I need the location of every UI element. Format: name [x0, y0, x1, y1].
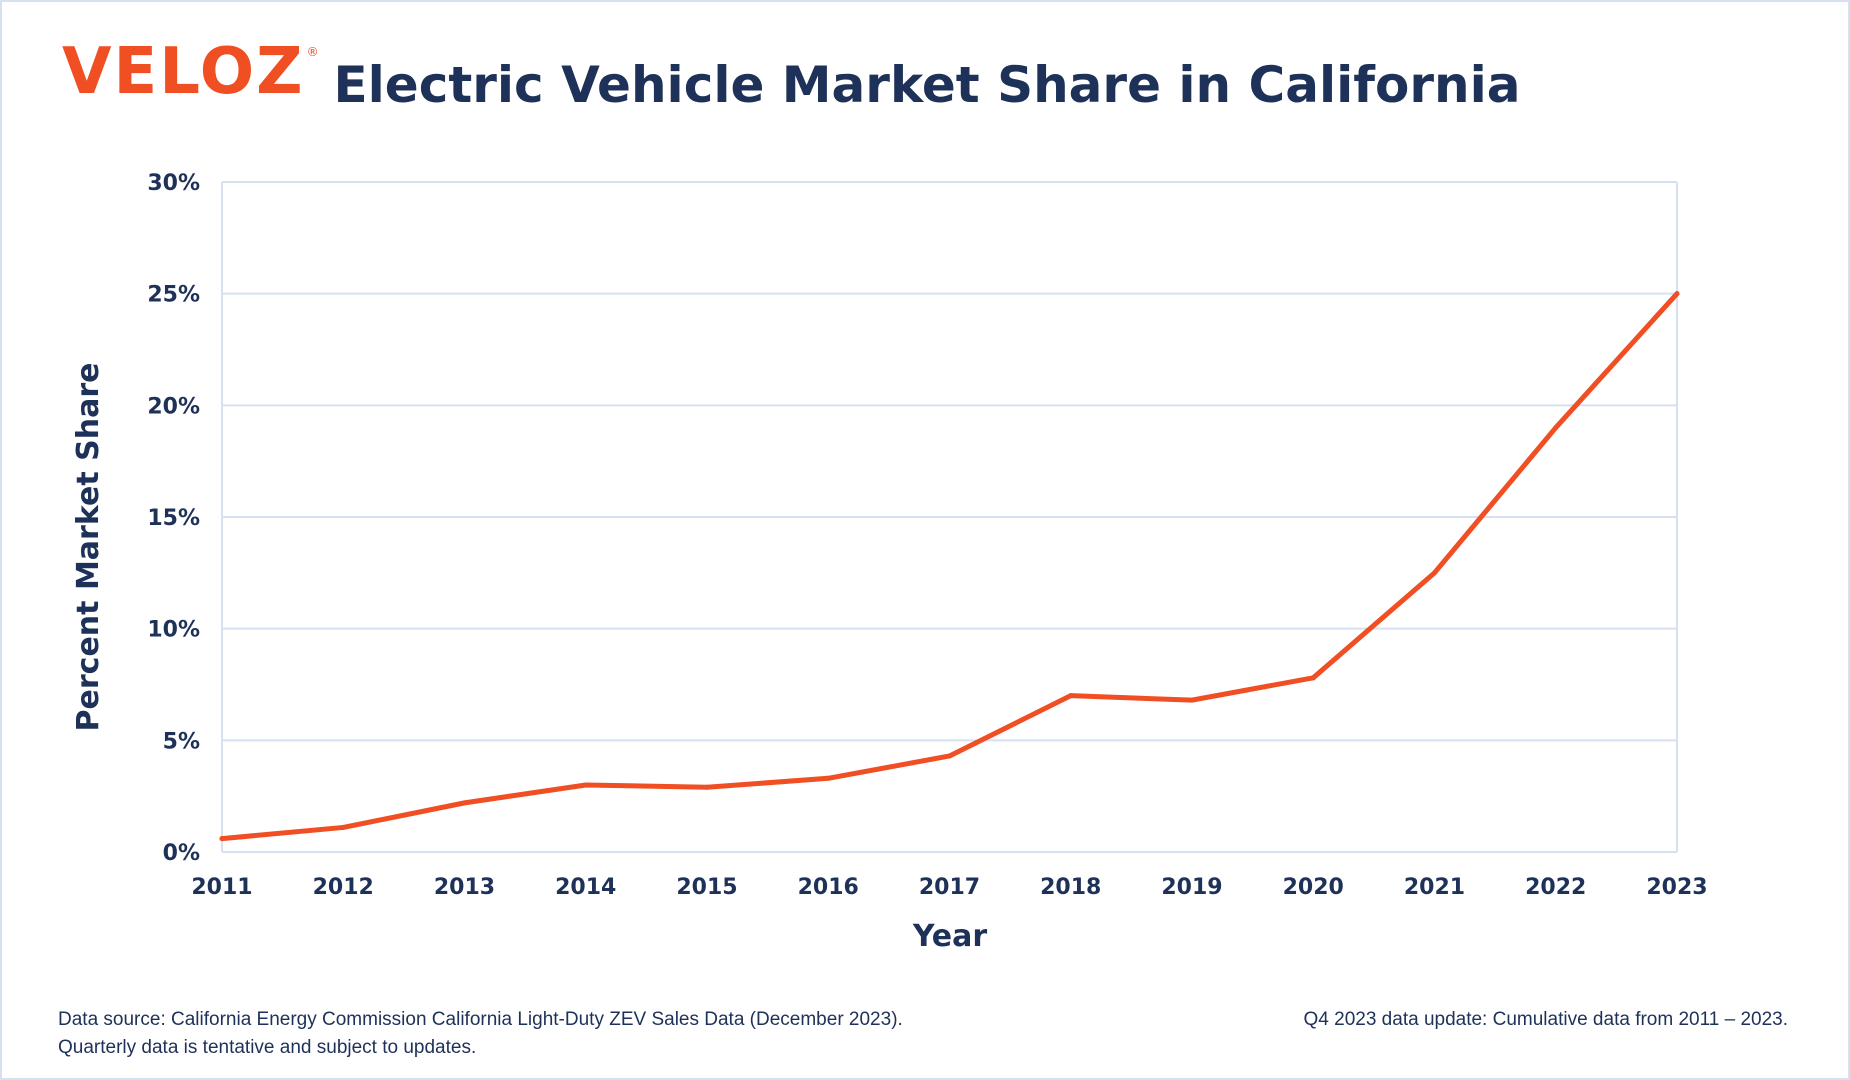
- x-tick-label: 2012: [313, 875, 374, 900]
- data-point-2013: [462, 800, 467, 806]
- update-note: Q4 2023 data update: Cumulative data fro…: [1303, 1009, 1788, 1030]
- data-point-2019: [1189, 697, 1195, 703]
- data-point-2015: [704, 784, 710, 790]
- x-tick-labels: 2011 2012 2013 2014 2015 2016 2017 2018 2019 2020…: [191, 875, 1707, 900]
- data-point-2018: [1068, 693, 1074, 699]
- data-source-note: Data source: California Energy Commissio…: [58, 1006, 903, 1062]
- y-tick-label: 10%: [147, 618, 200, 643]
- data-point-2014: [583, 782, 589, 788]
- x-tick-label: 2011: [191, 875, 252, 900]
- logo-text: VELOZ: [62, 35, 305, 109]
- series-lines: [219, 291, 1680, 842]
- x-tick-label: 2023: [1646, 875, 1707, 900]
- veloz-logo: VELOZ ®: [62, 40, 321, 104]
- grid-lines: [221, 181, 1678, 853]
- x-tick-label: 2019: [1161, 875, 1222, 900]
- data-source-line-2: Quarterly data is tentative and subject …: [58, 1037, 477, 1058]
- data-point-2021: [1432, 570, 1437, 576]
- data-point-2011: [219, 836, 225, 842]
- y-tick-labels: 0% 5% 10% 15% 20% 25% 30%: [147, 171, 200, 866]
- x-tick-label: 2013: [434, 875, 495, 900]
- y-tick-label: 30%: [147, 171, 200, 196]
- data-point-2023: [1674, 291, 1680, 297]
- data-point-2020: [1310, 675, 1316, 681]
- x-tick-label: 2015: [676, 875, 737, 900]
- y-tick-label: 5%: [163, 729, 200, 754]
- x-tick-label: 2016: [798, 875, 859, 900]
- data-source-line-1: Data source: California Energy Commissio…: [58, 1009, 903, 1030]
- x-tick-label: 2018: [1040, 875, 1101, 900]
- y-tick-label: 25%: [147, 283, 200, 308]
- x-tick-label: 2022: [1525, 875, 1586, 900]
- y-tick-label: 20%: [147, 394, 200, 419]
- data-point-2017: [947, 753, 952, 759]
- y-tick-label: 0%: [163, 841, 200, 866]
- data-point-2016: [825, 775, 831, 781]
- data-point-2022: [1553, 425, 1559, 431]
- x-tick-label: 2017: [919, 875, 980, 900]
- x-tick-label: 2020: [1283, 875, 1344, 900]
- y-tick-label: 15%: [147, 506, 200, 531]
- x-tick-label: 2014: [555, 875, 616, 900]
- chart-title: Electric Vehicle Market Share in Califor…: [333, 56, 1521, 114]
- registered-mark: ®: [306, 45, 321, 59]
- x-tick-label: 2021: [1404, 875, 1465, 900]
- y-axis-label: Percent Market Share: [71, 363, 106, 732]
- x-axis-label: Year: [912, 919, 988, 954]
- data-point-2012: [340, 824, 346, 830]
